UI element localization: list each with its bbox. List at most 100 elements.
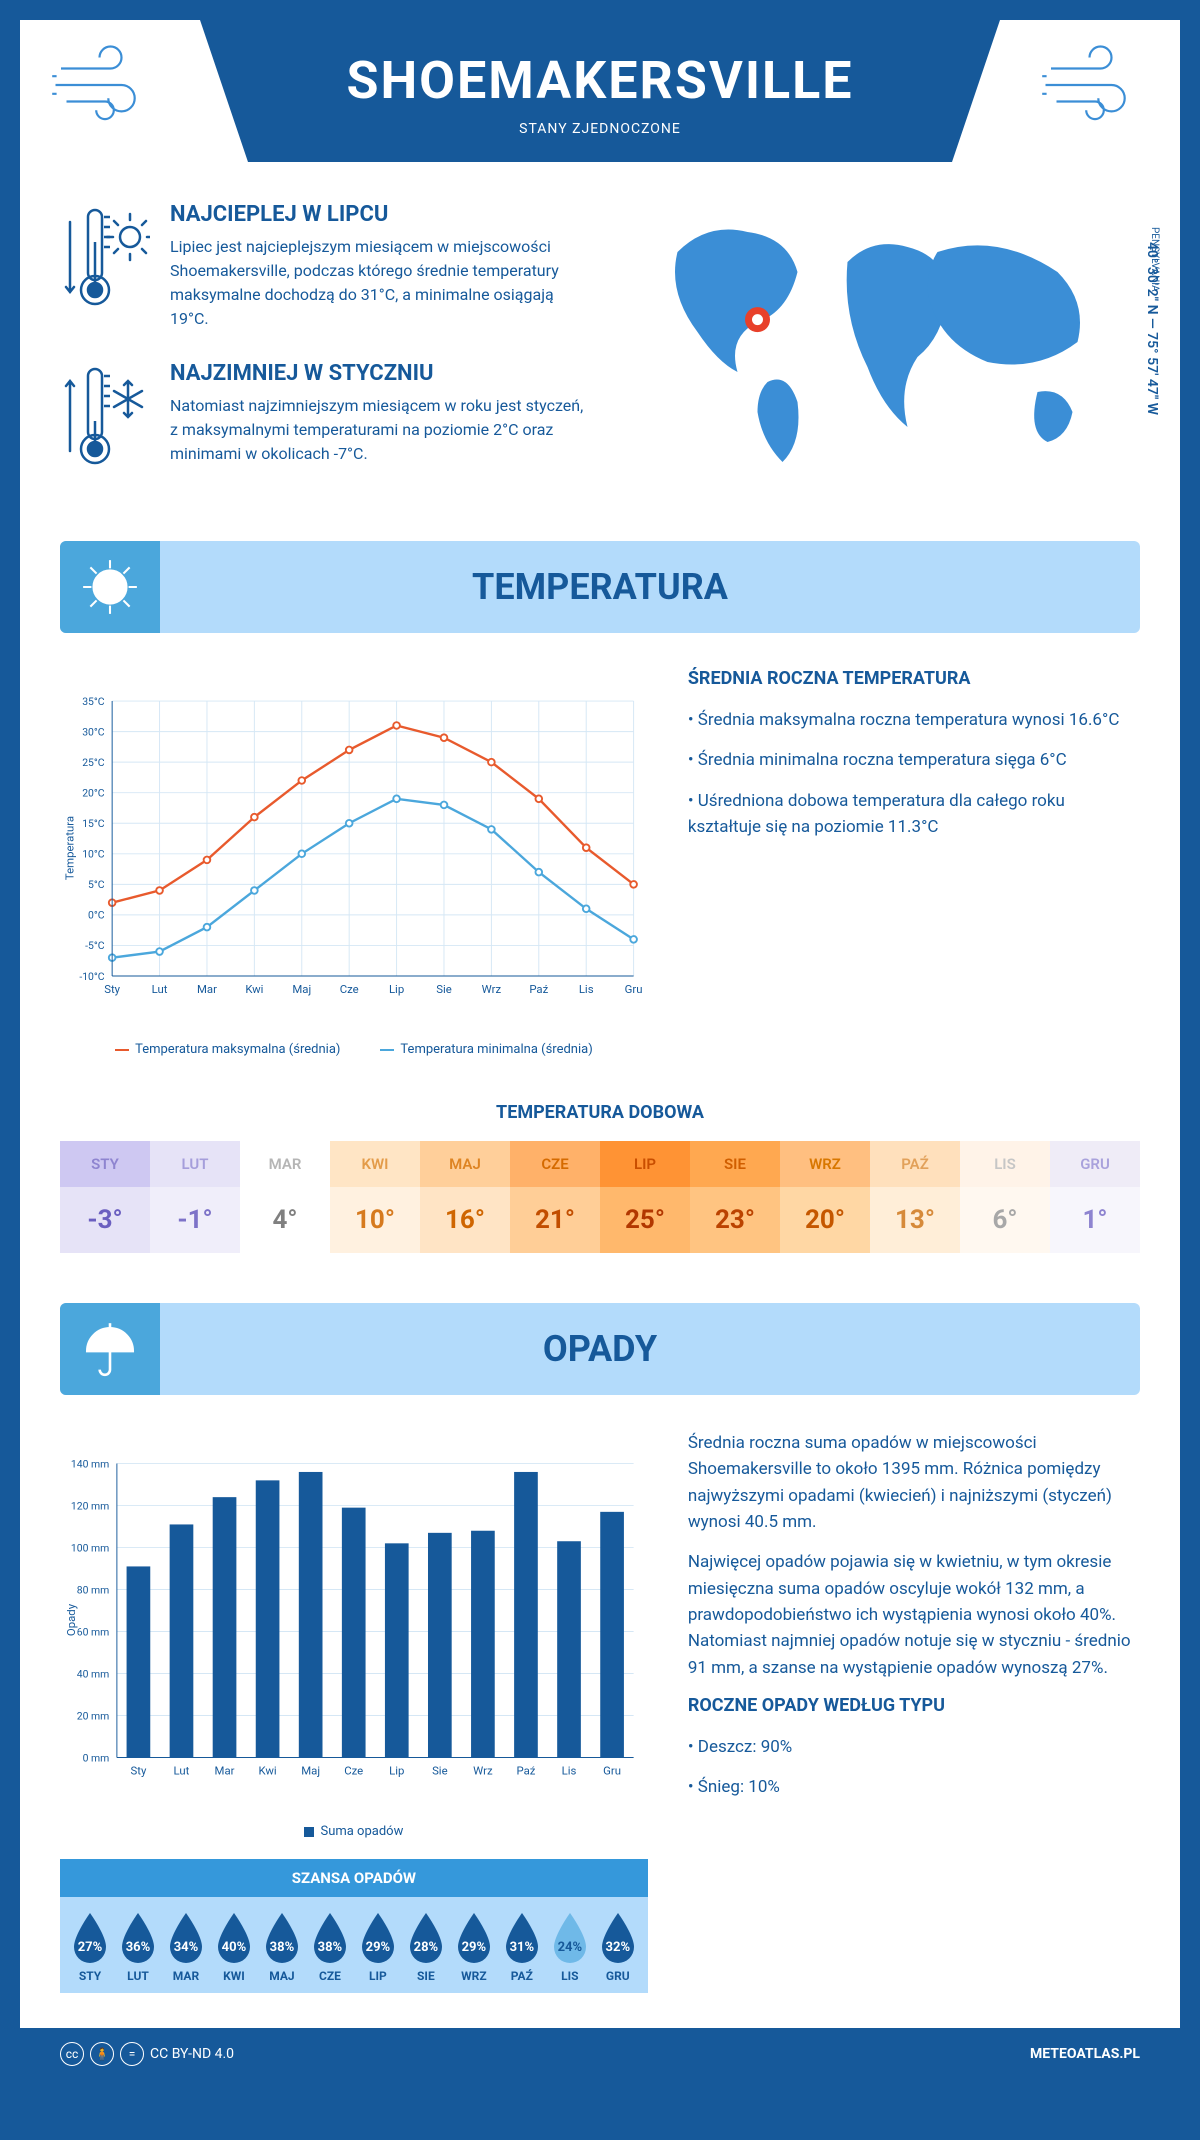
rain-chance-cell: 32%GRU <box>594 1911 642 1983</box>
coldest-title: NAJZIMNIEJ W STYCZNIU <box>170 361 585 386</box>
daily-temp-cell: STY-3° <box>60 1141 150 1253</box>
daily-temp-cell: KWI10° <box>330 1141 420 1253</box>
daily-temp-table: STY-3°LUT-1°MAR4°KWI10°MAJ16°CZE21°LIP25… <box>60 1141 1140 1253</box>
umbrella-icon <box>60 1303 160 1395</box>
daily-temp-cell: MAR4° <box>240 1141 330 1253</box>
precipitation-body: 0 mm20 mm40 mm60 mm80 mm100 mm120 mm140 … <box>20 1395 1180 2028</box>
temperature-title: TEMPERATURA <box>472 566 728 608</box>
svg-text:100 mm: 100 mm <box>71 1541 109 1554</box>
svg-text:10°C: 10°C <box>82 848 105 861</box>
svg-text:Sty: Sty <box>130 1764 146 1778</box>
svg-text:20°C: 20°C <box>82 786 105 799</box>
sun-icon <box>60 541 160 633</box>
precip-text-1: Średnia roczna suma opadów w miejscowośc… <box>688 1430 1140 1535</box>
thermometer-hot-icon <box>60 202 150 312</box>
svg-text:Lis: Lis <box>562 1764 577 1778</box>
precip-type-title: ROCZNE OPADY WEDŁUG TYPU <box>688 1695 1140 1716</box>
svg-text:Lis: Lis <box>579 982 594 996</box>
rain-chance-block: SZANSA OPADÓW 27%STY36%LUT34%MAR40%KWI38… <box>60 1859 648 1993</box>
svg-text:5°C: 5°C <box>88 878 105 891</box>
svg-text:15°C: 15°C <box>82 817 105 830</box>
rain-chance-cell: 27%STY <box>66 1911 114 1983</box>
thermometer-cold-icon <box>60 361 150 471</box>
svg-text:Sie: Sie <box>436 982 452 996</box>
rain-chance-cell: 28%SIE <box>402 1911 450 1983</box>
svg-text:140 mm: 140 mm <box>71 1457 109 1470</box>
svg-text:Wrz: Wrz <box>473 1764 493 1778</box>
daily-temp-cell: SIE23° <box>690 1141 780 1253</box>
nd-icon: = <box>120 2042 144 2066</box>
country-subtitle: STANY ZJEDNOCZONE <box>220 121 980 137</box>
daily-temp-cell: LIP25° <box>600 1141 690 1253</box>
svg-text:Lip: Lip <box>389 982 404 996</box>
coordinates-label: 40° 30' 2" N — 75° 57' 47" W <box>1144 242 1160 415</box>
license-block: cc 🧍 = CC BY-ND 4.0 <box>60 2042 234 2066</box>
temperature-line-chart: -10°C-5°C0°C5°C10°C15°C20°C25°C30°C35°CS… <box>60 668 648 1028</box>
svg-text:40 mm: 40 mm <box>77 1667 110 1680</box>
world-map-icon <box>615 202 1140 482</box>
svg-text:Gru: Gru <box>603 1764 621 1778</box>
svg-text:35°C: 35°C <box>82 695 105 708</box>
precip-text-2: Najwięcej opadów pojawia się w kwietniu,… <box>688 1549 1140 1681</box>
wind-swirl-icon <box>50 45 160 125</box>
hottest-text: Lipiec jest najcieplejszym miesiącem w m… <box>170 235 585 331</box>
svg-text:0 mm: 0 mm <box>83 1751 110 1764</box>
precipitation-legend: Suma opadów <box>60 1824 648 1839</box>
svg-text:Kwi: Kwi <box>245 982 263 996</box>
daily-temp-cell: MAJ16° <box>420 1141 510 1253</box>
svg-text:Lut: Lut <box>174 1764 190 1778</box>
hottest-fact: NAJCIEPLEJ W LIPCU Lipiec jest najcieple… <box>60 202 585 331</box>
precip-type-list: Deszcz: 90% Śnieg: 10% <box>688 1734 1140 1801</box>
rain-chance-cell: 38%CZE <box>306 1911 354 1983</box>
svg-text:Opady: Opady <box>64 1603 78 1636</box>
rain-chance-row: 27%STY36%LUT34%MAR40%KWI38%MAJ38%CZE29%L… <box>60 1897 648 1993</box>
avg-temp-bullets: Średnia maksymalna roczna temperatura wy… <box>688 707 1140 840</box>
rain-chance-cell: 36%LUT <box>114 1911 162 1983</box>
daily-temp-cell: CZE21° <box>510 1141 600 1253</box>
rain-chance-cell: 34%MAR <box>162 1911 210 1983</box>
page: SHOEMAKERSVILLE STANY ZJEDNOCZONE NAJCIE… <box>20 20 1180 2080</box>
daily-temp-title: TEMPERATURA DOBOWA <box>20 1102 1180 1123</box>
avg-temp-bullet: Średnia minimalna roczna temperatura się… <box>688 747 1140 773</box>
svg-text:Wrz: Wrz <box>482 982 502 996</box>
svg-text:20 mm: 20 mm <box>77 1709 110 1722</box>
coldest-text: Natomiast najzimniejszym miesiącem w rok… <box>170 394 585 466</box>
precip-type-item: Deszcz: 90% <box>688 1734 1140 1760</box>
precipitation-title: OPADY <box>543 1328 657 1370</box>
rain-chance-cell: 40%KWI <box>210 1911 258 1983</box>
svg-text:Gru: Gru <box>625 982 643 996</box>
avg-temp-title: ŚREDNIA ROCZNA TEMPERATURA <box>688 668 1140 689</box>
svg-text:Lip: Lip <box>389 1764 404 1778</box>
svg-text:0°C: 0°C <box>88 909 105 922</box>
header-wrap: SHOEMAKERSVILLE STANY ZJEDNOCZONE <box>20 20 1180 162</box>
daily-temp-cell: LUT-1° <box>150 1141 240 1253</box>
precipitation-section-header: OPADY <box>60 1303 1140 1395</box>
svg-text:120 mm: 120 mm <box>71 1499 109 1512</box>
city-title: SHOEMAKERSVILLE <box>220 50 980 111</box>
svg-text:-5°C: -5°C <box>85 939 105 952</box>
precip-type-item: Śnieg: 10% <box>688 1774 1140 1800</box>
legend-max: Temperatura maksymalna (średnia) <box>115 1042 340 1057</box>
svg-text:Lut: Lut <box>152 982 168 996</box>
rain-chance-cell: 31%PAŹ <box>498 1911 546 1983</box>
site-name: METEOATLAS.PL <box>1030 2046 1140 2062</box>
rain-chance-title: SZANSA OPADÓW <box>60 1859 648 1897</box>
temperature-section-header: TEMPERATURA <box>60 541 1140 633</box>
rain-chance-cell: 29%WRZ <box>450 1911 498 1983</box>
svg-text:Maj: Maj <box>292 982 311 996</box>
precipitation-bar-chart: 0 mm20 mm40 mm60 mm80 mm100 mm120 mm140 … <box>60 1430 648 1810</box>
daily-temp-cell: GRU1° <box>1050 1141 1140 1253</box>
svg-text:Sty: Sty <box>104 982 120 996</box>
legend-bar: Suma opadów <box>304 1824 403 1839</box>
svg-text:Cze: Cze <box>344 1764 363 1778</box>
page-header: SHOEMAKERSVILLE STANY ZJEDNOCZONE <box>200 20 1000 162</box>
legend-min: Temperatura minimalna (średnia) <box>380 1042 592 1057</box>
rain-chance-cell: 38%MAJ <box>258 1911 306 1983</box>
rain-chance-cell: 24%LIS <box>546 1911 594 1983</box>
avg-temp-bullet: Średnia maksymalna roczna temperatura wy… <box>688 707 1140 733</box>
daily-temp-cell: LIS6° <box>960 1141 1050 1253</box>
wind-swirl-icon <box>1040 45 1150 125</box>
avg-temp-bullet: Uśredniona dobowa temperatura dla całego… <box>688 788 1140 841</box>
svg-text:Kwi: Kwi <box>259 1764 277 1778</box>
svg-text:Cze: Cze <box>340 982 359 996</box>
